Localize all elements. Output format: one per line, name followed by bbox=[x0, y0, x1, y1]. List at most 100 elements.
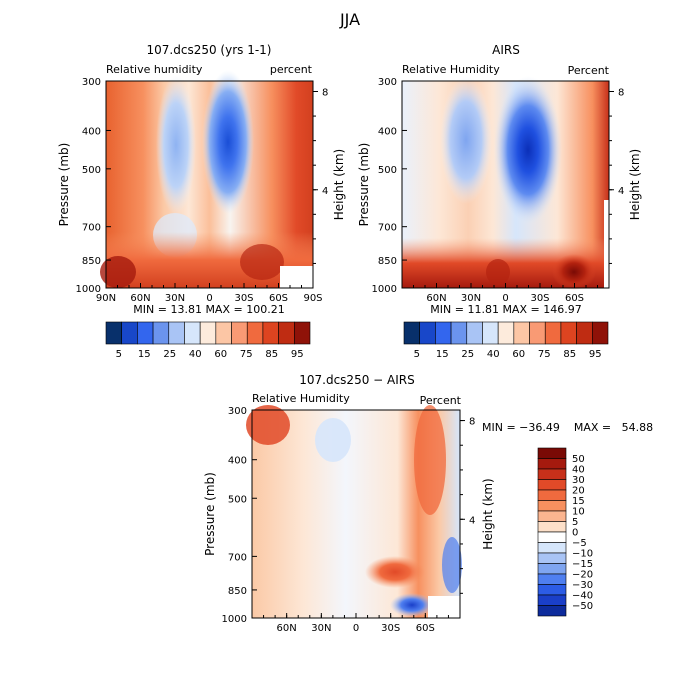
panel-airs-y2label: Height (km) bbox=[628, 149, 642, 220]
difference-colorbar-label: −10 bbox=[572, 549, 593, 560]
difference-colorbar-box bbox=[537, 458, 567, 470]
difference-colorbar-box bbox=[537, 510, 567, 522]
difference-colorbar-label: −15 bbox=[572, 559, 593, 570]
difference-colorbar-box bbox=[537, 479, 567, 491]
panel-airs-ytick-label: 1000 bbox=[372, 284, 397, 295]
difference-colorbar-label: 15 bbox=[572, 496, 585, 507]
panel-airs-colorbar-box bbox=[450, 321, 468, 345]
difference-colorbar-label: −50 bbox=[572, 601, 593, 612]
panel-airs-colorbar-box bbox=[419, 321, 436, 345]
panel-airs-colorbar-box bbox=[403, 321, 420, 345]
panel-model-colorbar-box bbox=[262, 321, 279, 345]
difference-colorbar-label: −40 bbox=[572, 591, 593, 602]
panel-difference-field bbox=[246, 405, 462, 618]
difference-colorbar-box bbox=[537, 573, 567, 585]
panel-airs-ytick-label: 700 bbox=[378, 223, 397, 234]
panel-airs-ytick-label: 500 bbox=[378, 165, 397, 176]
panel-difference-ylabel: Pressure (mb) bbox=[203, 472, 217, 556]
airs-missing-region bbox=[604, 200, 609, 288]
difference-colorbar-box bbox=[537, 605, 567, 617]
panel-difference-y2tick-label: 4 bbox=[469, 515, 475, 526]
difference-colorbar-box bbox=[537, 542, 567, 554]
panel-model-ytick-label: 700 bbox=[82, 223, 101, 234]
panel-airs-colorbar-label: 60 bbox=[512, 349, 525, 360]
panel-airs-title: AIRS bbox=[492, 43, 520, 57]
panel-model-colorbar-box bbox=[199, 321, 217, 345]
panel-model-xtick-label: 30S bbox=[234, 293, 253, 304]
panel-airs-colorbar-box bbox=[576, 321, 593, 345]
panel-model-colorbar-box bbox=[137, 321, 154, 345]
panel-difference-xtick-label: 60N bbox=[277, 623, 297, 634]
panel-airs-y2tick-label: 4 bbox=[618, 186, 624, 197]
panel-difference-ytick-label: 1000 bbox=[222, 614, 247, 625]
panel-difference-left-label: Relative Humidity bbox=[252, 392, 350, 405]
panel-airs-colorbar-box bbox=[466, 321, 483, 345]
panel-airs-left-label: Relative Humidity bbox=[402, 63, 500, 76]
panel-airs-xtick-label: 60N bbox=[426, 293, 446, 304]
panel-airs-colorbar-label: 15 bbox=[436, 349, 449, 360]
panel-airs-y2tick-label: 8 bbox=[618, 88, 624, 99]
panel-model-xtick-label: 0 bbox=[206, 293, 212, 304]
model-moist-north bbox=[100, 256, 136, 288]
difference-colorbar-box bbox=[537, 447, 567, 459]
airs-dry-core-south bbox=[494, 76, 562, 224]
panel-airs-xtick-label: 60S bbox=[565, 293, 584, 304]
airs-moist-south bbox=[552, 254, 596, 290]
panel-difference-ytick-label: 400 bbox=[228, 456, 247, 467]
panel-model-xtick-label: 60S bbox=[269, 293, 288, 304]
panel-model-colorbar-label: 5 bbox=[116, 349, 122, 360]
difference-colorbar-label: 50 bbox=[572, 454, 585, 465]
difference-colorbar-box bbox=[537, 552, 567, 564]
difference-colorbar-label: 30 bbox=[572, 475, 585, 486]
panel-airs-ytick-label: 400 bbox=[378, 126, 397, 137]
panel-airs-colorbar-label: 95 bbox=[589, 349, 602, 360]
panel-model-xtick-label: 30N bbox=[165, 293, 185, 304]
panel-model-xtick-label: 90N bbox=[96, 293, 116, 304]
difference-colorbar-box bbox=[537, 563, 567, 575]
panel-airs-ylabel: Pressure (mb) bbox=[357, 143, 371, 227]
panel-model-y2label: Height (km) bbox=[332, 149, 346, 220]
panel-airs-colorbar-box bbox=[497, 321, 515, 345]
panel-model-ytick-label: 400 bbox=[82, 126, 101, 137]
panel-model-colorbar-label: 85 bbox=[265, 349, 278, 360]
model-dry-core-south bbox=[202, 70, 254, 214]
panel-model-colorbar-box bbox=[215, 321, 232, 345]
panel-airs-colorbar-box bbox=[435, 321, 452, 345]
panel-model-colorbar-box bbox=[121, 321, 138, 345]
panel-model-xtick-label: 60N bbox=[130, 293, 150, 304]
panel-difference-min-max: MIN = −36.49 MAX = 54.88 bbox=[482, 421, 653, 434]
difference-colorbar-box bbox=[537, 531, 567, 543]
panel-airs-colorbar-box bbox=[529, 321, 546, 345]
panel-airs-colorbar-box bbox=[513, 321, 530, 345]
difference-colorbar-label: 20 bbox=[572, 486, 585, 497]
panel-airs-colorbar-box bbox=[592, 321, 609, 345]
difference-colorbar-box bbox=[537, 489, 567, 501]
panel-airs-xtick-label: 0 bbox=[502, 293, 508, 304]
difference-cool-patch bbox=[315, 418, 351, 462]
panel-difference-xtick-label: 60S bbox=[416, 623, 435, 634]
difference-colorbar-label: −30 bbox=[572, 580, 593, 591]
model-missing-region bbox=[280, 266, 313, 288]
airs-dry-core-north bbox=[440, 76, 492, 204]
panel-difference-xtick-label: 30N bbox=[311, 623, 331, 634]
difference-colorbar-label: 40 bbox=[572, 465, 585, 476]
panel-model-ylabel: Pressure (mb) bbox=[57, 143, 71, 227]
panel-airs-xtick-label: 30S bbox=[530, 293, 549, 304]
panel-airs-ytick-label: 300 bbox=[378, 77, 397, 88]
panel-model-colorbar-box bbox=[294, 321, 311, 345]
panel-difference-xtick-label: 30S bbox=[381, 623, 400, 634]
difference-colorbar-box bbox=[537, 500, 567, 512]
difference-colorbar-label: 0 bbox=[572, 528, 578, 539]
panel-model-field bbox=[100, 70, 313, 288]
panel-model-colorbar-box bbox=[168, 321, 185, 345]
panel-airs-colorbar-label: 5 bbox=[414, 349, 420, 360]
panel-model-ytick-label: 1000 bbox=[76, 284, 101, 295]
panel-model-colorbar-label: 95 bbox=[291, 349, 304, 360]
panel-difference-ytick-label: 850 bbox=[228, 586, 247, 597]
model-dry-core-north bbox=[156, 75, 196, 215]
panel-airs-colorbar-label: 75 bbox=[538, 349, 551, 360]
panel-difference-ytick-label: 500 bbox=[228, 494, 247, 505]
panel-model-right-label: percent bbox=[270, 63, 313, 76]
panel-model-colorbar-box bbox=[105, 321, 122, 345]
difference-cool-east bbox=[442, 537, 462, 593]
